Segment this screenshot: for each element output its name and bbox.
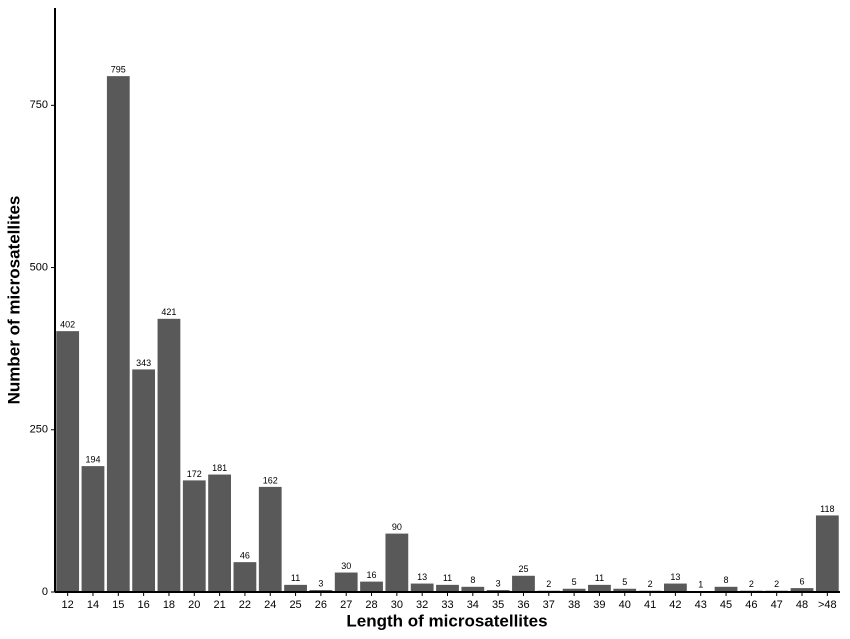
x-tick-label: 48	[796, 599, 808, 611]
value-label: 2	[774, 579, 779, 589]
x-tick-label: 14	[87, 599, 99, 611]
value-label: 3	[496, 578, 501, 588]
x-tick-label: 47	[771, 599, 783, 611]
x-tick-label: 43	[695, 599, 707, 611]
value-label: 5	[572, 577, 577, 587]
x-tick-label: 15	[112, 599, 124, 611]
x-tick-label: 27	[340, 599, 352, 611]
bar	[81, 466, 105, 592]
x-tick-label: >48	[818, 599, 837, 611]
x-tick-label: 39	[593, 599, 605, 611]
x-tick-label: 20	[188, 599, 200, 611]
x-tick-label: 18	[163, 599, 175, 611]
y-tick-label: 0	[42, 586, 48, 598]
value-label: 13	[417, 572, 427, 582]
bar	[436, 584, 459, 592]
x-tick-label: 33	[441, 599, 453, 611]
x-tick-label: 35	[492, 599, 504, 611]
x-tick-label: 25	[289, 599, 301, 611]
bar	[385, 533, 409, 592]
x-tick-label: 21	[213, 599, 225, 611]
bar	[410, 583, 434, 592]
bar	[613, 588, 637, 592]
x-tick-label: 46	[745, 599, 757, 611]
value-label: 16	[367, 570, 377, 580]
x-tick-label: 12	[62, 599, 74, 611]
value-label: 25	[518, 564, 528, 574]
value-label: 402	[60, 320, 75, 330]
y-tick-label: 750	[30, 99, 48, 111]
bar	[815, 515, 839, 592]
x-tick-label: 41	[644, 599, 656, 611]
bar	[512, 575, 535, 592]
x-tick-label: 32	[416, 599, 428, 611]
x-tick-label: 40	[619, 599, 631, 611]
bar	[334, 572, 358, 592]
y-axis-title: Number of microsatellites	[4, 196, 23, 405]
bar	[106, 76, 130, 593]
x-tick-label: 26	[315, 599, 327, 611]
bar	[790, 588, 814, 592]
value-label: 795	[111, 65, 126, 75]
value-label: 90	[392, 522, 402, 532]
value-label: 2	[546, 579, 551, 589]
value-label: 8	[470, 575, 475, 585]
y-tick-label: 500	[30, 261, 48, 273]
bar	[714, 586, 738, 592]
x-axis-title: Length of microsatellites	[346, 611, 547, 630]
bar	[461, 586, 485, 592]
value-label: 11	[443, 573, 452, 583]
value-label: 162	[263, 475, 278, 485]
x-tick-label: 34	[467, 599, 479, 611]
value-label: 11	[291, 573, 300, 583]
bar	[208, 474, 231, 592]
value-label: 3	[318, 578, 323, 588]
x-tick-label: 24	[264, 599, 276, 611]
x-tick-label: 42	[669, 599, 681, 611]
value-label: 2	[749, 579, 754, 589]
bar	[157, 318, 181, 592]
value-label: 8	[724, 575, 729, 585]
value-label: 6	[800, 576, 805, 586]
value-label: 5	[622, 577, 627, 587]
bar	[284, 584, 307, 592]
bar	[56, 331, 80, 592]
bar	[258, 486, 282, 592]
y-tick-label: 250	[30, 424, 48, 436]
bar	[562, 588, 586, 592]
x-tick-label: 22	[239, 599, 251, 611]
bar	[132, 369, 156, 592]
value-label: 11	[595, 573, 604, 583]
value-label: 194	[85, 454, 100, 464]
value-label: 421	[161, 307, 176, 317]
x-tick-label: 28	[365, 599, 377, 611]
value-label: 2	[648, 579, 653, 589]
value-label: 172	[187, 469, 202, 479]
value-label: 118	[820, 504, 834, 514]
value-label: 46	[240, 551, 250, 561]
value-label: 1	[698, 580, 703, 590]
bar	[233, 562, 257, 592]
bar	[588, 584, 611, 592]
x-tick-label: 38	[568, 599, 580, 611]
x-tick-label: 36	[517, 599, 529, 611]
x-tick-label: 45	[720, 599, 732, 611]
value-label: 30	[341, 561, 351, 571]
bar	[360, 581, 383, 592]
bar	[182, 480, 206, 592]
value-label: 181	[212, 463, 227, 473]
x-tick-label: 37	[543, 599, 555, 611]
value-label: 13	[670, 572, 680, 582]
x-tick-label: 30	[391, 599, 403, 611]
value-label: 343	[136, 358, 151, 368]
x-tick-label: 16	[138, 599, 150, 611]
bar	[664, 583, 687, 592]
